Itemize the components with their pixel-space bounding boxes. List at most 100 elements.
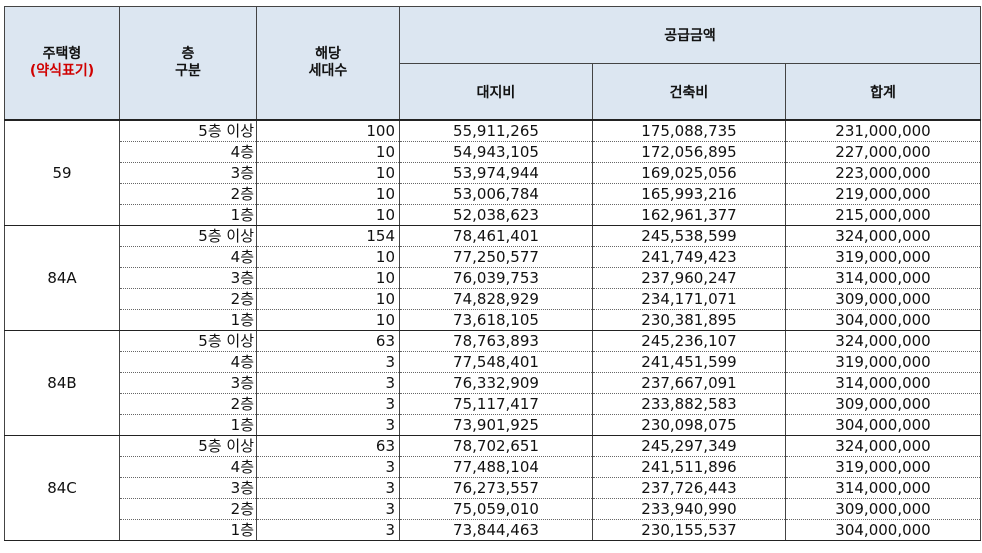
building-cost-cell: 241,511,896	[592, 456, 786, 478]
land-cost-cell: 77,488,104	[399, 456, 593, 478]
building-cost-cell: 230,155,537	[592, 519, 786, 541]
land-cost-cell: 78,461,401	[399, 225, 593, 247]
table-row: 2층 3 75,117,417 233,882,583 309,000,000	[5, 393, 982, 415]
households-cell: 63	[256, 435, 400, 457]
table-body: 59 5층 이상 100 55,911,265 175,088,735 231,000,0…	[4, 120, 982, 541]
households-cell: 3	[256, 393, 400, 415]
households-cell: 10	[256, 141, 400, 163]
header-building-cost: 건축비	[592, 63, 786, 121]
header-housing-type: 주택형 (약식표기)	[4, 6, 120, 121]
land-cost-cell: 77,548,401	[399, 351, 593, 373]
total-cell: 319,000,000	[784, 456, 982, 478]
floor-cell: 5층 이상	[119, 225, 257, 247]
building-cost-cell: 245,236,107	[592, 330, 786, 352]
land-cost-cell: 52,038,623	[399, 204, 593, 226]
total-cell: 314,000,000	[784, 477, 982, 499]
header-housing-type-sublabel: (약식표기)	[29, 63, 95, 79]
floor-cell: 5층 이상	[119, 435, 257, 457]
total-cell: 304,000,000	[784, 309, 982, 331]
floor-cell: 3층	[119, 372, 257, 394]
households-cell: 3	[256, 456, 400, 478]
table-row: 2층 10 53,006,784 165,993,216 219,000,000	[5, 183, 982, 205]
floor-cell: 4층	[119, 351, 257, 373]
total-cell: 309,000,000	[784, 393, 982, 415]
households-cell: 10	[256, 267, 400, 289]
land-cost-cell: 53,974,944	[399, 162, 593, 184]
header-land-cost: 대지비	[399, 63, 593, 121]
land-cost-cell: 77,250,577	[399, 246, 593, 268]
floor-cell: 1층	[119, 414, 257, 436]
building-cost-cell: 245,297,349	[592, 435, 786, 457]
households-cell: 100	[256, 120, 400, 142]
total-cell: 314,000,000	[784, 372, 982, 394]
total-cell: 314,000,000	[784, 267, 982, 289]
header-floor-label-2: 구분	[175, 63, 201, 79]
land-cost-cell: 73,618,105	[399, 309, 593, 331]
total-cell: 304,000,000	[784, 519, 982, 541]
floor-cell: 5층 이상	[119, 330, 257, 352]
header-households-label-1: 해당	[315, 46, 341, 62]
land-cost-cell: 75,117,417	[399, 393, 593, 415]
table-row: 4층 3 77,488,104 241,511,896 319,000,000	[5, 456, 982, 478]
land-cost-cell: 78,702,651	[399, 435, 593, 457]
building-cost-cell: 169,025,056	[592, 162, 786, 184]
land-cost-cell: 76,332,909	[399, 372, 593, 394]
building-cost-cell: 237,726,443	[592, 477, 786, 499]
table-row: 1층 3 73,901,925 230,098,075 304,000,000	[5, 414, 982, 436]
floor-cell: 1층	[119, 519, 257, 541]
floor-cell: 2층	[119, 288, 257, 310]
table-row: 1층 3 73,844,463 230,155,537 304,000,000	[5, 519, 982, 541]
households-cell: 3	[256, 498, 400, 520]
table-row: 4층 10 54,943,105 172,056,895 227,000,000	[5, 141, 982, 163]
table-row: 4층 10 77,250,577 241,749,423 319,000,000	[5, 246, 982, 268]
households-cell: 3	[256, 519, 400, 541]
land-cost-cell: 76,039,753	[399, 267, 593, 289]
building-cost-cell: 165,993,216	[592, 183, 786, 205]
land-cost-cell: 73,844,463	[399, 519, 593, 541]
supply-price-table: 주택형 (약식표기) 층 구분 해당 세대수 공급금액 대지비 건축비 합계 5…	[4, 6, 982, 541]
households-cell: 10	[256, 162, 400, 184]
table-row: 3층 3 76,273,557 237,726,443 314,000,000	[5, 477, 982, 499]
land-cost-cell: 75,059,010	[399, 498, 593, 520]
building-cost-cell: 172,056,895	[592, 141, 786, 163]
building-cost-cell: 237,667,091	[592, 372, 786, 394]
building-cost-cell: 162,961,377	[592, 204, 786, 226]
floor-cell: 3층	[119, 477, 257, 499]
households-cell: 154	[256, 225, 400, 247]
building-cost-cell: 233,882,583	[592, 393, 786, 415]
building-cost-cell: 175,088,735	[592, 120, 786, 142]
floor-cell: 4층	[119, 456, 257, 478]
floor-cell: 2층	[119, 498, 257, 520]
floor-cell: 1층	[119, 204, 257, 226]
land-cost-cell: 74,828,929	[399, 288, 593, 310]
land-cost-cell: 55,911,265	[399, 120, 593, 142]
floor-cell: 2층	[119, 393, 257, 415]
housing-type-cell: 84A	[4, 225, 120, 331]
table-row: 3층 3 76,332,909 237,667,091 314,000,000	[5, 372, 982, 394]
floor-cell: 4층	[119, 141, 257, 163]
households-cell: 3	[256, 477, 400, 499]
housing-type-cell: 84B	[4, 330, 120, 436]
land-cost-cell: 53,006,784	[399, 183, 593, 205]
table-row: 3층 10 76,039,753 237,960,247 314,000,000	[5, 267, 982, 289]
households-cell: 63	[256, 330, 400, 352]
households-cell: 3	[256, 351, 400, 373]
table-row: 2층 3 75,059,010 233,940,990 309,000,000	[5, 498, 982, 520]
floor-cell: 5층 이상	[119, 120, 257, 142]
households-cell: 10	[256, 204, 400, 226]
households-cell: 3	[256, 372, 400, 394]
header-floor: 층 구분	[119, 6, 257, 121]
total-cell: 319,000,000	[784, 351, 982, 373]
total-cell: 324,000,000	[784, 225, 982, 247]
table-header: 주택형 (약식표기) 층 구분 해당 세대수 공급금액 대지비 건축비 합계	[4, 6, 982, 121]
building-cost-cell: 230,381,895	[592, 309, 786, 331]
table-row: 3층 10 53,974,944 169,025,056 223,000,000	[5, 162, 982, 184]
header-households-label-2: 세대수	[308, 63, 348, 79]
header-floor-label-1: 층	[181, 46, 195, 62]
housing-type-cell: 59	[4, 120, 120, 226]
total-cell: 219,000,000	[784, 183, 982, 205]
households-cell: 10	[256, 183, 400, 205]
land-cost-cell: 54,943,105	[399, 141, 593, 163]
total-cell: 309,000,000	[784, 498, 982, 520]
table-row: 84A 5층 이상 154 78,461,401 245,538,599 324,000,…	[4, 225, 982, 331]
